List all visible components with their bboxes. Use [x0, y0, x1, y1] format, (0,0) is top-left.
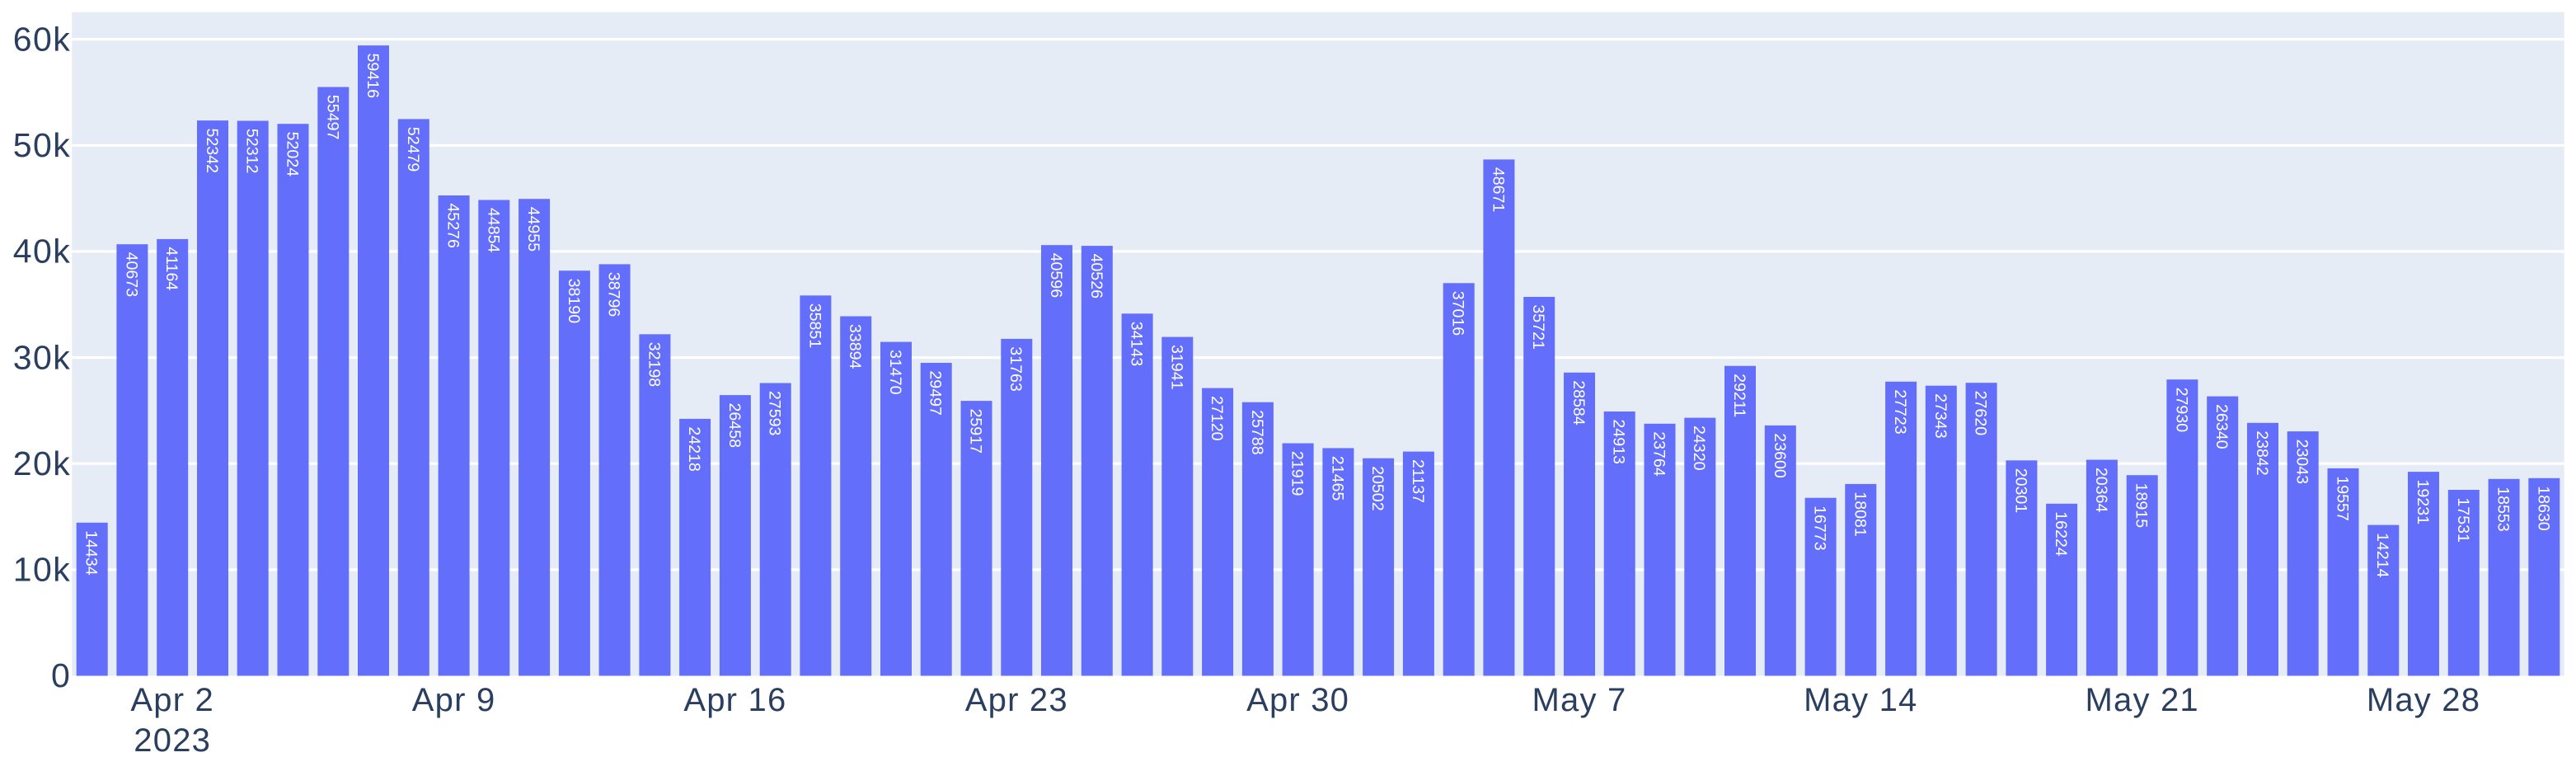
svg-text:37016: 37016: [1449, 291, 1467, 336]
svg-text:55497: 55497: [323, 95, 341, 139]
svg-text:14434: 14434: [82, 530, 101, 576]
svg-text:14214: 14214: [2373, 533, 2391, 578]
svg-text:24913: 24913: [1610, 419, 1628, 464]
svg-text:27120: 27120: [1208, 396, 1226, 441]
svg-text:27593: 27593: [766, 391, 784, 436]
svg-text:May 21: May 21: [2086, 682, 2199, 718]
svg-text:23600: 23600: [1771, 433, 1789, 478]
svg-text:52312: 52312: [243, 129, 261, 174]
svg-text:29211: 29211: [1730, 374, 1748, 417]
svg-text:40673: 40673: [122, 252, 140, 298]
svg-text:18081: 18081: [1851, 491, 1869, 537]
svg-text:19557: 19557: [2334, 476, 2352, 521]
svg-text:18630: 18630: [2534, 486, 2552, 531]
svg-text:Apr 30: Apr 30: [1246, 682, 1349, 718]
svg-text:45276: 45276: [444, 203, 462, 248]
svg-text:25788: 25788: [1248, 410, 1266, 455]
svg-text:24218: 24218: [685, 426, 703, 472]
svg-text:18915: 18915: [2133, 483, 2151, 529]
svg-text:25917: 25917: [967, 409, 985, 454]
svg-text:31941: 31941: [1167, 345, 1185, 390]
svg-text:23043: 23043: [2293, 440, 2311, 485]
svg-text:Apr 9: Apr 9: [412, 682, 496, 718]
svg-text:May 28: May 28: [2367, 682, 2480, 718]
svg-text:59416: 59416: [364, 54, 382, 99]
svg-text:0: 0: [51, 656, 71, 694]
svg-text:35851: 35851: [805, 303, 823, 349]
svg-text:10k: 10k: [13, 551, 72, 589]
svg-text:44955: 44955: [524, 207, 542, 252]
svg-text:50k: 50k: [13, 126, 72, 164]
svg-text:Apr 23: Apr 23: [965, 682, 1068, 718]
svg-text:28584: 28584: [1570, 380, 1588, 426]
svg-text:27620: 27620: [1972, 391, 1990, 436]
svg-text:40k: 40k: [13, 233, 72, 270]
svg-text:May 14: May 14: [1804, 682, 1917, 718]
svg-text:May 7: May 7: [1532, 682, 1627, 718]
svg-text:38190: 38190: [565, 279, 583, 324]
svg-text:Apr 2: Apr 2: [130, 682, 214, 718]
svg-text:21465: 21465: [1328, 456, 1346, 501]
svg-text:52024: 52024: [284, 132, 302, 177]
svg-text:Apr 16: Apr 16: [683, 682, 786, 718]
svg-text:18553: 18553: [2494, 487, 2513, 532]
svg-text:26458: 26458: [725, 403, 744, 449]
svg-text:19231: 19231: [2414, 480, 2432, 525]
svg-text:52479: 52479: [404, 127, 422, 172]
svg-text:27343: 27343: [1931, 393, 1950, 439]
svg-text:60k: 60k: [13, 20, 72, 58]
svg-text:52342: 52342: [203, 129, 221, 174]
svg-text:27723: 27723: [1891, 389, 1909, 435]
svg-text:16224: 16224: [2052, 511, 2070, 557]
svg-text:16773: 16773: [1811, 506, 1829, 551]
svg-text:33894: 33894: [846, 324, 864, 369]
svg-text:23764: 23764: [1650, 431, 1668, 477]
svg-text:44854: 44854: [484, 208, 502, 253]
svg-text:41164: 41164: [162, 247, 181, 290]
svg-text:30k: 30k: [13, 338, 72, 376]
svg-text:20364: 20364: [2092, 468, 2110, 513]
svg-text:24320: 24320: [1690, 426, 1708, 471]
svg-text:26340: 26340: [2212, 404, 2231, 449]
svg-text:17531: 17531: [2454, 497, 2472, 543]
svg-text:34143: 34143: [1128, 322, 1146, 367]
svg-text:48671: 48671: [1489, 167, 1507, 212]
svg-text:40596: 40596: [1047, 253, 1065, 299]
svg-text:20502: 20502: [1368, 466, 1387, 511]
svg-text:20k: 20k: [13, 444, 72, 482]
svg-text:27930: 27930: [2172, 388, 2190, 433]
svg-text:21137: 21137: [1409, 459, 1427, 503]
svg-text:2023: 2023: [134, 722, 211, 759]
svg-text:40526: 40526: [1087, 254, 1105, 299]
svg-text:31763: 31763: [1006, 346, 1025, 392]
svg-text:29497: 29497: [927, 370, 945, 416]
svg-text:32198: 32198: [645, 342, 663, 388]
svg-text:23842: 23842: [2253, 430, 2271, 476]
svg-text:38796: 38796: [605, 272, 623, 317]
svg-text:35721: 35721: [1529, 304, 1547, 350]
svg-text:31470: 31470: [886, 350, 904, 395]
svg-text:21919: 21919: [1288, 451, 1307, 496]
svg-text:20301: 20301: [2011, 468, 2029, 514]
